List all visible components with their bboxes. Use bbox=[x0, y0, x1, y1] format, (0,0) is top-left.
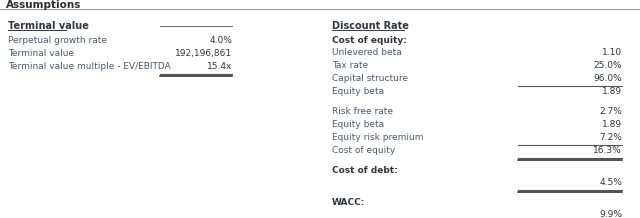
Text: Cost of equity: Cost of equity bbox=[332, 146, 396, 155]
Text: 7.2%: 7.2% bbox=[599, 133, 622, 142]
Text: 2.7%: 2.7% bbox=[599, 107, 622, 116]
Text: Capital structure: Capital structure bbox=[332, 74, 408, 83]
Text: 192,196,861: 192,196,861 bbox=[175, 49, 232, 58]
Text: 96.0%: 96.0% bbox=[593, 74, 622, 83]
Text: Terminal value: Terminal value bbox=[8, 21, 89, 31]
Text: WACC:: WACC: bbox=[332, 198, 365, 207]
Text: Equity beta: Equity beta bbox=[332, 87, 384, 96]
Text: Risk free rate: Risk free rate bbox=[332, 107, 393, 116]
Text: Cost of debt:: Cost of debt: bbox=[332, 166, 397, 175]
Text: Perpetual growth rate: Perpetual growth rate bbox=[8, 36, 107, 45]
Text: 16.3%: 16.3% bbox=[593, 146, 622, 155]
Text: 1.89: 1.89 bbox=[602, 87, 622, 96]
Text: Terminal value: Terminal value bbox=[8, 49, 74, 58]
Text: Unlevered beta: Unlevered beta bbox=[332, 48, 402, 57]
Text: 1.10: 1.10 bbox=[602, 48, 622, 57]
Text: Assumptions: Assumptions bbox=[6, 0, 81, 10]
Text: Tax rate: Tax rate bbox=[332, 61, 368, 70]
Text: 4.5%: 4.5% bbox=[599, 178, 622, 187]
Text: 1.89: 1.89 bbox=[602, 120, 622, 129]
Text: 25.0%: 25.0% bbox=[593, 61, 622, 70]
Text: Discount Rate: Discount Rate bbox=[332, 21, 409, 31]
Text: Cost of equity:: Cost of equity: bbox=[332, 36, 407, 45]
Text: 9.9%: 9.9% bbox=[599, 210, 622, 218]
Text: 4.0%: 4.0% bbox=[209, 36, 232, 45]
Text: Equity risk premium: Equity risk premium bbox=[332, 133, 424, 142]
Text: Equity beta: Equity beta bbox=[332, 120, 384, 129]
Text: 15.4x: 15.4x bbox=[207, 62, 232, 71]
Text: Terminal value multiple - EV/EBITDA: Terminal value multiple - EV/EBITDA bbox=[8, 62, 171, 71]
